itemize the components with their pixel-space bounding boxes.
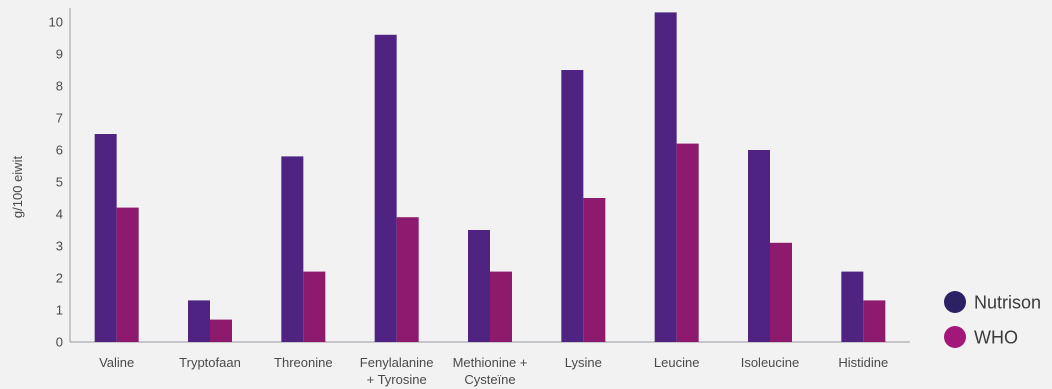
legend: Nutrison WHO — [944, 291, 1041, 348]
x-axis-categories: Valine Tryptofaan Threonine Fenylalanine + T… — [99, 355, 888, 387]
x-category-label: + Tyrosine — [367, 372, 427, 387]
bar-nutrison-0 — [94, 134, 117, 342]
bar-nutrison-4 — [468, 230, 490, 342]
bar-nutrison-3 — [374, 34, 397, 343]
x-category-label: Methionine + — [453, 355, 528, 370]
bar-who-7 — [770, 242, 792, 342]
x-category-label: Cysteïne — [464, 372, 515, 387]
x-category-label: Leucine — [654, 355, 700, 370]
y-tick-label: 0 — [56, 335, 63, 350]
y-tick-label: 7 — [56, 111, 63, 126]
y-tick-label: 2 — [56, 271, 63, 286]
bar-nutrison-6 — [654, 12, 677, 343]
y-tick-label: 6 — [56, 143, 63, 158]
x-category-label: Fenylalanine — [360, 355, 434, 370]
y-tick-label: 4 — [56, 207, 63, 222]
x-category-label: Threonine — [274, 355, 333, 370]
legend-marker-nutrison — [944, 291, 966, 313]
x-category-label: Histidine — [838, 355, 888, 370]
bar-who-8 — [863, 300, 886, 342]
y-tick-label: 10 — [49, 15, 63, 30]
legend-label-who: WHO — [974, 328, 1018, 348]
bar-who-2 — [303, 271, 326, 342]
bar-nutrison-8 — [841, 271, 864, 342]
y-tick-label: 1 — [56, 303, 63, 318]
bar-who-4 — [490, 271, 512, 342]
bar-nutrison-5 — [561, 70, 584, 342]
bar-nutrison-1 — [188, 300, 210, 342]
bar-who-3 — [396, 217, 419, 342]
x-category-label: Isoleucine — [741, 355, 800, 370]
bars — [94, 12, 886, 343]
legend-marker-who — [944, 326, 966, 348]
bar-who-6 — [676, 143, 699, 342]
x-category-label: Valine — [99, 355, 134, 370]
y-tick-label: 3 — [56, 239, 63, 254]
y-tick-label: 9 — [56, 47, 63, 62]
legend-label-nutrison: Nutrison — [974, 293, 1041, 313]
bar-who-1 — [210, 319, 232, 342]
y-tick-label: 5 — [56, 175, 63, 190]
bar-who-5 — [583, 198, 606, 342]
bar-who-0 — [116, 207, 139, 342]
bar-nutrison-2 — [281, 156, 304, 342]
y-axis-label: g/100 eiwit — [10, 156, 25, 219]
x-category-label: Lysine — [565, 355, 602, 370]
bar-nutrison-7 — [748, 150, 770, 342]
x-category-label: Tryptofaan — [179, 355, 241, 370]
y-tick-label: 8 — [56, 79, 63, 94]
